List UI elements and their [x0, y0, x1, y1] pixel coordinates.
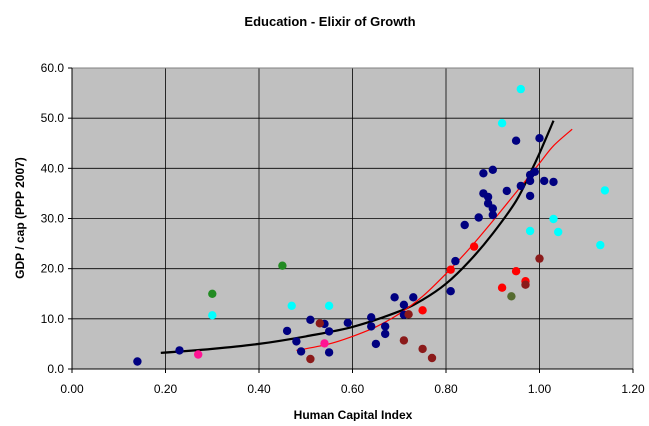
data-point	[446, 265, 455, 274]
data-point	[324, 327, 334, 336]
data-point	[399, 300, 409, 309]
data-point	[521, 280, 530, 289]
data-point	[535, 134, 544, 143]
data-point	[292, 337, 301, 346]
data-point	[488, 204, 497, 213]
data-point	[320, 339, 329, 348]
y-tick-label: 30.0	[41, 212, 65, 226]
chart-title: Education - Elixir of Growth	[244, 14, 415, 29]
x-tick-label: 1.20	[621, 382, 645, 396]
data-point	[483, 192, 493, 202]
data-point	[451, 256, 460, 266]
data-point	[446, 287, 455, 296]
y-tick-label: 60.0	[41, 61, 65, 75]
y-tick-label: 40.0	[41, 161, 65, 175]
data-point	[367, 322, 376, 331]
data-point	[306, 354, 315, 364]
x-tick-label: 0.80	[434, 382, 458, 396]
data-point	[479, 169, 488, 178]
data-point	[409, 293, 418, 302]
data-point	[511, 267, 521, 276]
data-point	[497, 119, 507, 128]
x-axis-label: Human Capital Index	[294, 408, 413, 421]
data-point	[324, 348, 334, 357]
y-tick-label: 10.0	[41, 312, 65, 326]
data-point	[418, 306, 427, 315]
data-point	[367, 313, 376, 322]
data-point	[306, 315, 315, 324]
data-point	[525, 226, 535, 236]
data-point	[133, 357, 142, 366]
y-tick-label: 50.0	[41, 111, 65, 125]
data-point	[381, 322, 390, 331]
data-point	[488, 210, 497, 220]
data-point	[474, 213, 483, 222]
data-point	[488, 165, 497, 174]
y-axis-label: GDP / cap (PPP 2007)	[13, 157, 27, 279]
data-point	[381, 329, 390, 339]
data-point	[596, 240, 605, 250]
data-point	[507, 292, 516, 301]
data-point	[511, 136, 521, 145]
y-tick-label: 20.0	[41, 262, 65, 276]
data-point	[404, 310, 413, 319]
data-point	[460, 220, 469, 230]
data-point	[399, 336, 409, 345]
data-point	[371, 339, 381, 349]
y-tick-label: 0.0	[47, 362, 64, 376]
data-point	[427, 353, 437, 363]
data-point	[296, 347, 306, 356]
data-point	[535, 254, 544, 263]
data-point	[287, 301, 296, 310]
data-point	[278, 261, 287, 270]
data-point	[343, 318, 352, 327]
data-point	[497, 283, 507, 292]
data-point	[194, 350, 203, 359]
x-tick-label: 0.60	[341, 382, 365, 396]
data-point	[208, 311, 217, 320]
data-point	[554, 227, 563, 237]
data-point	[175, 346, 184, 355]
data-point	[282, 326, 292, 336]
trend-line-2	[296, 128, 573, 351]
data-point	[525, 176, 535, 186]
data-point	[549, 177, 558, 187]
data-point	[208, 289, 217, 298]
data-point	[390, 293, 399, 302]
x-tick-label: 0.00	[60, 382, 84, 396]
data-point	[469, 242, 479, 251]
data-point	[324, 301, 334, 310]
data-point	[600, 186, 610, 195]
data-point	[530, 167, 539, 176]
x-tick-label: 1.00	[528, 382, 552, 396]
data-point	[516, 84, 525, 94]
data-point	[549, 214, 558, 224]
data-point	[315, 319, 324, 328]
data-point	[540, 176, 549, 186]
data-point	[418, 344, 427, 354]
data-point	[516, 181, 525, 191]
x-tick-label: 0.40	[247, 382, 271, 396]
data-point	[525, 191, 535, 201]
data-point	[502, 186, 511, 196]
x-tick-label: 0.20	[154, 382, 178, 396]
